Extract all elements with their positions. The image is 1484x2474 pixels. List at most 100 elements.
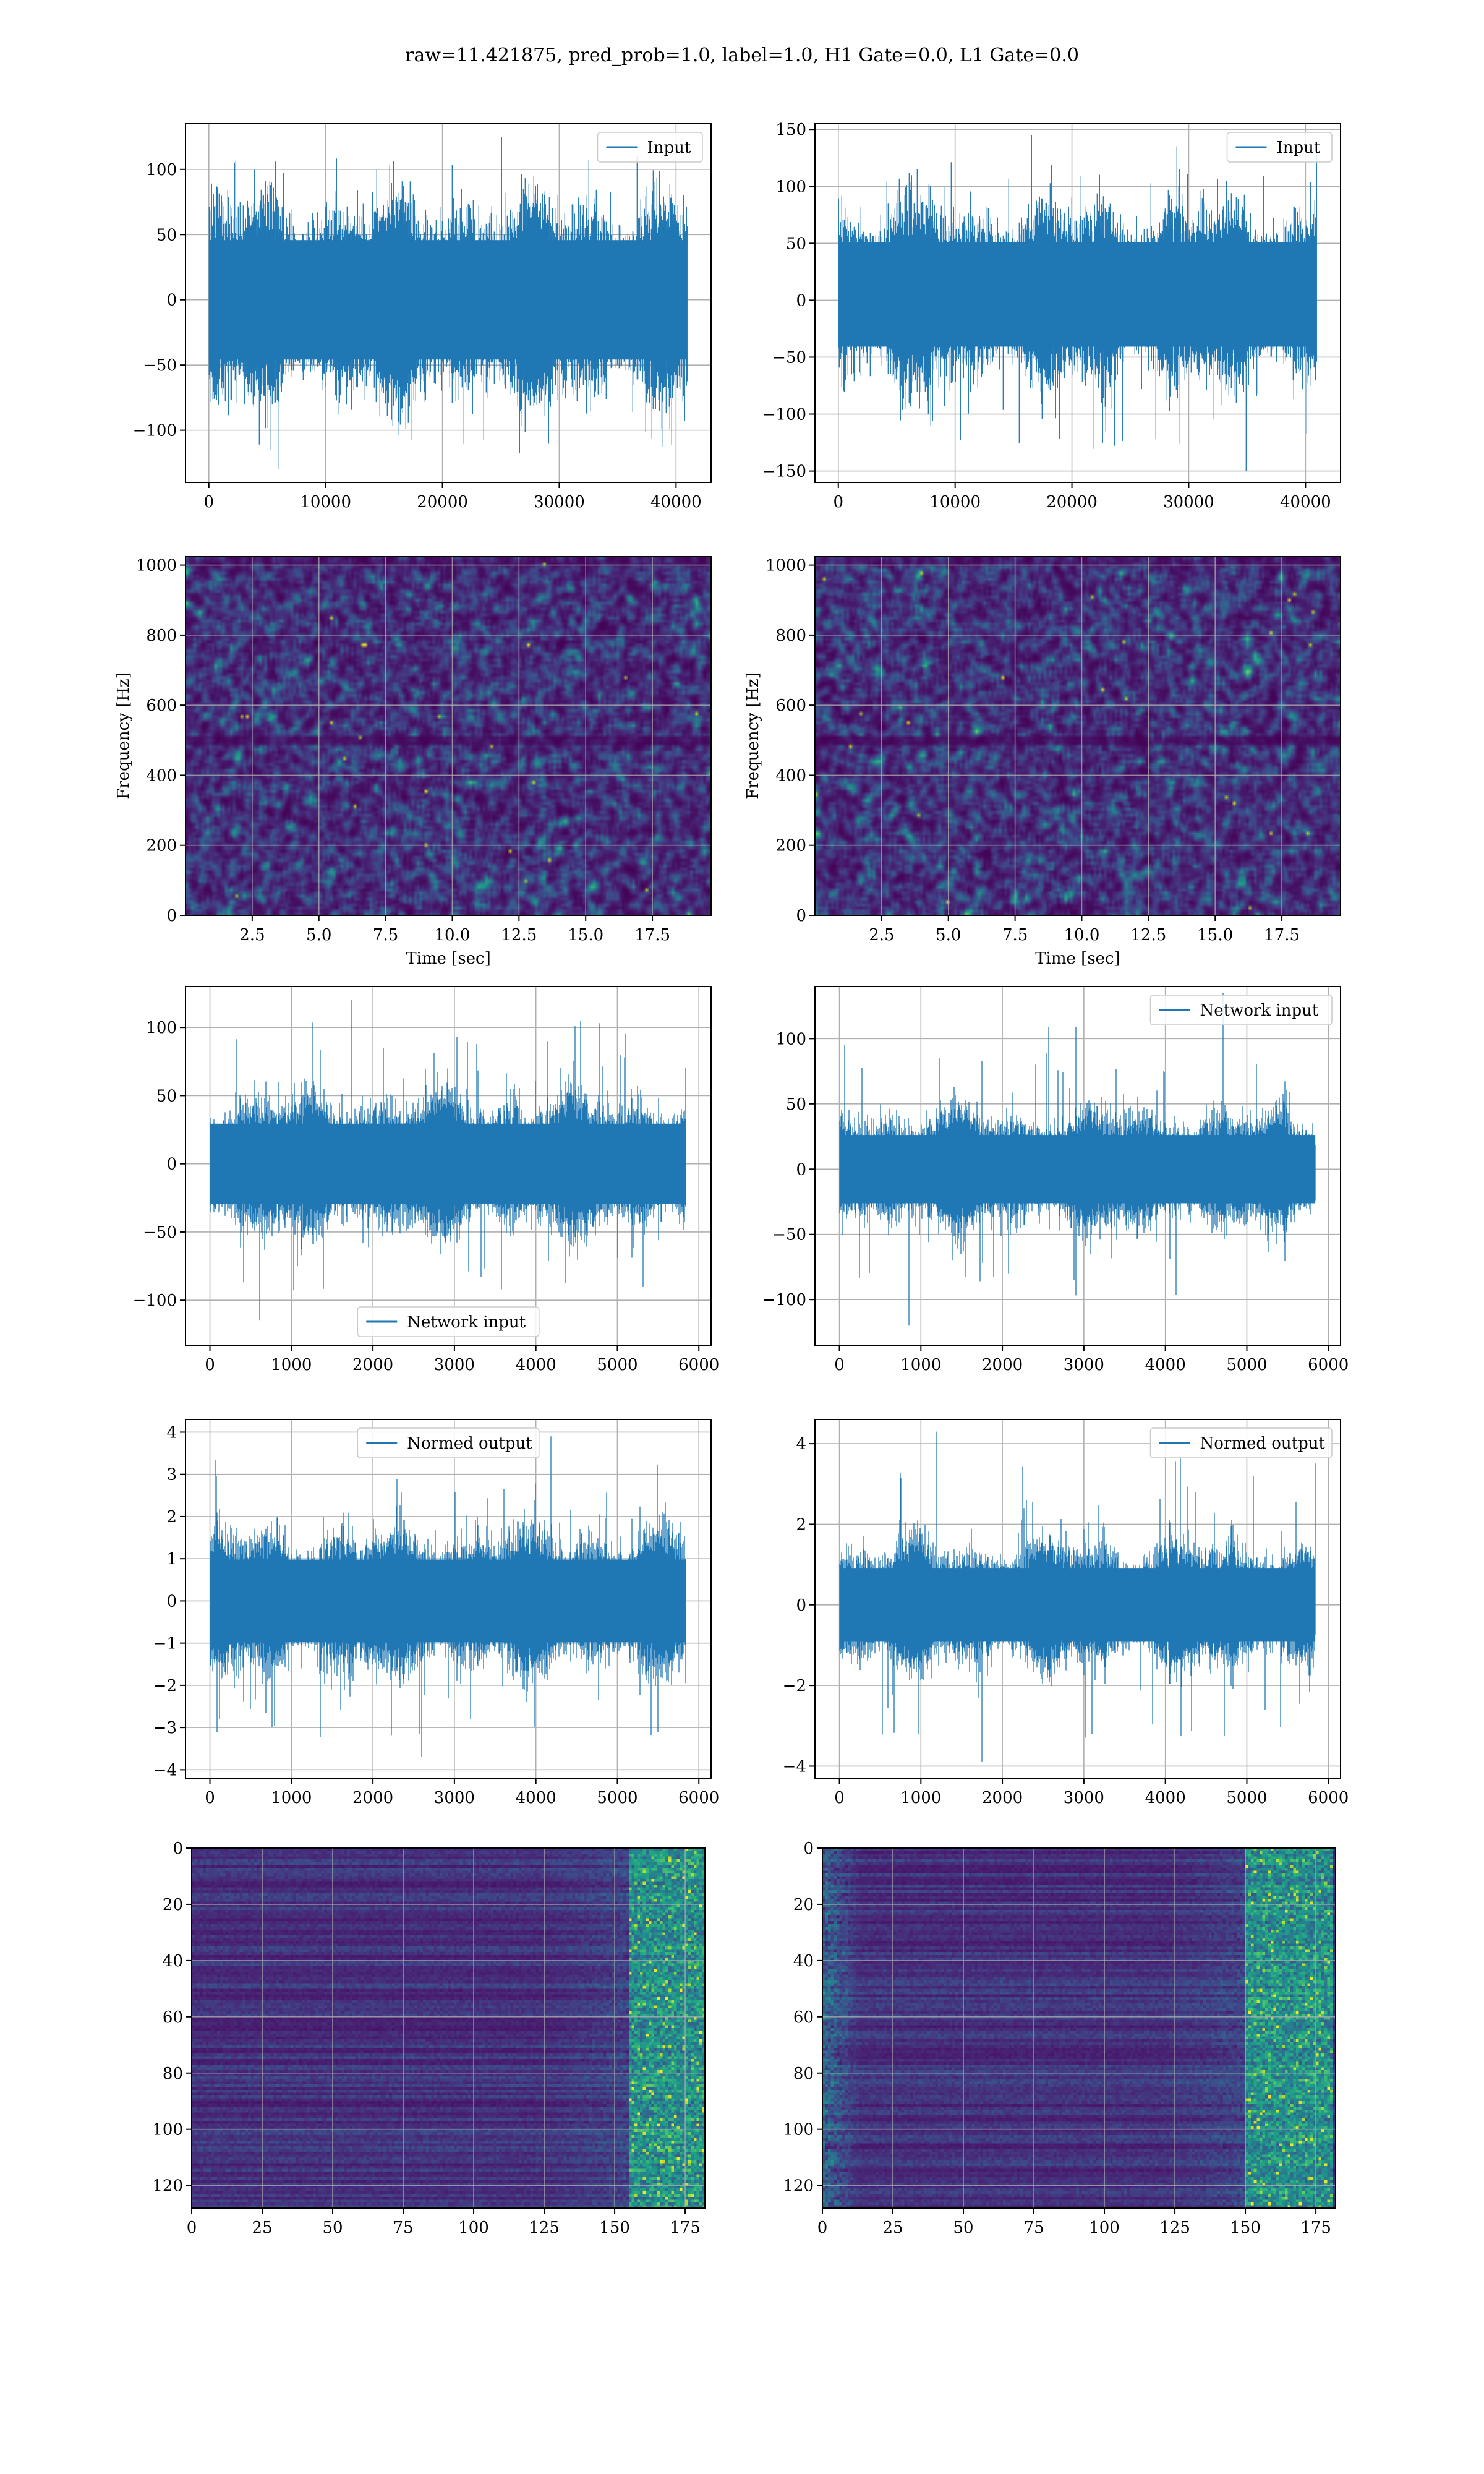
y-tick-label: 0	[796, 1596, 806, 1615]
chart-network-input-h1: 0 1000 2000 3000 4000 5000 6000 −100 −50 0 50 100 Ne…	[133, 986, 720, 1374]
x-tick-label: 6000	[678, 1356, 719, 1374]
x-tick-label: 5.0	[306, 926, 331, 944]
y-tick-label: 100	[146, 161, 177, 179]
y-tick-label: 3	[166, 1466, 177, 1484]
y-tick-label: 400	[146, 766, 177, 785]
y-tick-label: −2	[153, 1677, 177, 1695]
y-tick-label: −50	[772, 348, 806, 367]
x-tick-label: 175	[1300, 2219, 1331, 2237]
x-tick-label: 2.5	[869, 926, 894, 944]
x-tick-label: 5000	[1226, 1356, 1267, 1374]
x-tick-label: 125	[529, 2219, 560, 2237]
y-tick-label: 100	[775, 178, 806, 196]
axis-ticks: 2.5 5.0 7.5 10.0 12.5 15.0 17.5 0 200 400 600 800 10…	[136, 557, 670, 944]
y-tick-label: −50	[143, 1223, 177, 1242]
y-tick-label: 200	[146, 837, 177, 855]
y-tick-label: 0	[796, 907, 806, 925]
y-tick-label: −50	[772, 1226, 806, 1244]
x-tick-label: 10.0	[1064, 926, 1100, 944]
y-tick-label: 600	[146, 696, 177, 715]
y-axis-label: Frequency [Hz]	[744, 672, 762, 800]
y-tick-label: 120	[783, 2177, 814, 2196]
y-tick-label: 0	[166, 1592, 177, 1611]
heatmap-image	[186, 557, 711, 915]
x-tick-label: 0	[205, 1356, 215, 1374]
y-tick-label: 200	[775, 837, 806, 855]
y-tick-label: 80	[793, 2065, 814, 2083]
x-tick-label: 5.0	[936, 926, 961, 944]
x-tick-label: 175	[670, 2219, 701, 2237]
legend-label: Normed output	[1200, 1434, 1326, 1453]
axis-ticks: 0 1000 2000 3000 4000 5000 6000 −100 −50 0 50 100	[762, 1030, 1349, 1374]
chart-spectrogram-h1: 2.5 5.0 7.5 10.0 12.5 15.0 17.5 0 200 400 600 800 10…	[114, 556, 712, 968]
axis-ticks: 0 25 50 75 100 125 150 175 0 20 40 60 80 100 120	[783, 1839, 1331, 2237]
x-tick-label: 3000	[434, 1356, 475, 1374]
legend: Normed output	[1149, 1427, 1333, 1458]
y-tick-label: 120	[152, 2177, 183, 2196]
axis-ticks: 0 10000 20000 30000 40000 −150 −100 −50 0 50 100 15…	[762, 121, 1331, 511]
x-tick-label: 1000	[900, 1789, 941, 1807]
y-tick-label: 50	[786, 234, 806, 253]
x-tick-label: 10000	[929, 493, 981, 511]
x-tick-label: 0	[834, 1789, 845, 1807]
legend-label: Network input	[407, 1313, 526, 1332]
x-tick-label: 2000	[982, 1789, 1023, 1807]
y-tick-label: 4	[166, 1423, 177, 1442]
x-tick-label: 5000	[597, 1356, 638, 1374]
y-axis-label: Frequency [Hz]	[114, 672, 133, 800]
axis-ticks: 0 1000 2000 3000 4000 5000 6000 −4 −2 0 2 4	[783, 1435, 1349, 1807]
x-tick-label: 2000	[352, 1789, 393, 1807]
series-core-band	[838, 242, 1317, 347]
x-tick-label: 30000	[1163, 493, 1214, 511]
y-tick-label: 60	[793, 2008, 814, 2027]
x-tick-label: 75	[1023, 2219, 1044, 2237]
y-tick-label: 60	[163, 2008, 183, 2027]
x-tick-label: 30000	[534, 493, 585, 511]
y-tick-label: 0	[803, 1839, 814, 1858]
chart-input-l1: 0 10000 20000 30000 40000 −150 −100 −50 0 50 100 15…	[762, 121, 1341, 511]
y-tick-label: 0	[173, 1839, 183, 1858]
y-tick-label: 600	[775, 696, 806, 715]
x-tick-label: 2000	[982, 1356, 1023, 1374]
axis-ticks: 0 1000 2000 3000 4000 5000 6000 −4 −3 −2 −1 0 1 2 3 4	[153, 1423, 720, 1807]
x-tick-label: 6000	[678, 1789, 719, 1807]
y-tick-label: −150	[762, 463, 806, 481]
series-core-band	[839, 1568, 1316, 1642]
y-tick-label: 400	[775, 766, 806, 785]
x-tick-label: 0	[204, 493, 215, 511]
axis-ticks: 0 25 50 75 100 125 150 175 0 20 40 60 80 100 120	[152, 1839, 701, 2237]
y-tick-label: 0	[796, 1160, 806, 1179]
x-tick-label: 15.0	[568, 926, 603, 944]
y-tick-label: 1000	[136, 557, 177, 575]
legend: Network input	[1149, 995, 1333, 1025]
x-tick-label: 4000	[1145, 1789, 1186, 1807]
x-tick-label: 1000	[900, 1356, 941, 1374]
x-tick-label: 12.5	[501, 926, 537, 944]
x-tick-label: 0	[834, 493, 844, 511]
axes-frame	[185, 1419, 712, 1779]
x-tick-label: 4000	[1145, 1356, 1186, 1374]
x-tick-label: 6000	[1308, 1789, 1349, 1807]
series-core-band	[208, 240, 688, 360]
axis-ticks: 0 1000 2000 3000 4000 5000 6000 −100 −50 0 50 100	[133, 1019, 720, 1374]
x-tick-label: 3000	[434, 1789, 475, 1807]
x-tick-label: 0	[834, 1356, 845, 1374]
y-tick-label: 100	[152, 2121, 183, 2139]
x-tick-label: 20000	[1046, 493, 1098, 511]
legend-box	[1149, 995, 1333, 1025]
x-tick-label: 0	[817, 2219, 828, 2237]
x-tick-label: 75	[393, 2219, 413, 2237]
chart-normed-output-h1: 0 1000 2000 3000 4000 5000 6000 −4 −3 −2 −1 0 1 2 3 4 No…	[153, 1419, 720, 1807]
y-tick-label: −4	[153, 1761, 177, 1779]
legend: Normed output	[357, 1427, 540, 1458]
x-tick-label: 2.5	[239, 926, 265, 944]
y-tick-label: 100	[146, 1019, 177, 1037]
x-tick-label: 50	[953, 2219, 973, 2237]
chart-normed-output-l1: 0 1000 2000 3000 4000 5000 6000 −4 −2 0 2 4 Normed o…	[783, 1419, 1349, 1807]
legend-label: Normed output	[407, 1434, 532, 1453]
series-core-band	[210, 1123, 686, 1204]
axes-frame	[814, 986, 1341, 1346]
x-tick-label: 4000	[516, 1789, 556, 1807]
legend-box	[1226, 132, 1333, 163]
x-tick-label: 125	[1159, 2219, 1190, 2237]
